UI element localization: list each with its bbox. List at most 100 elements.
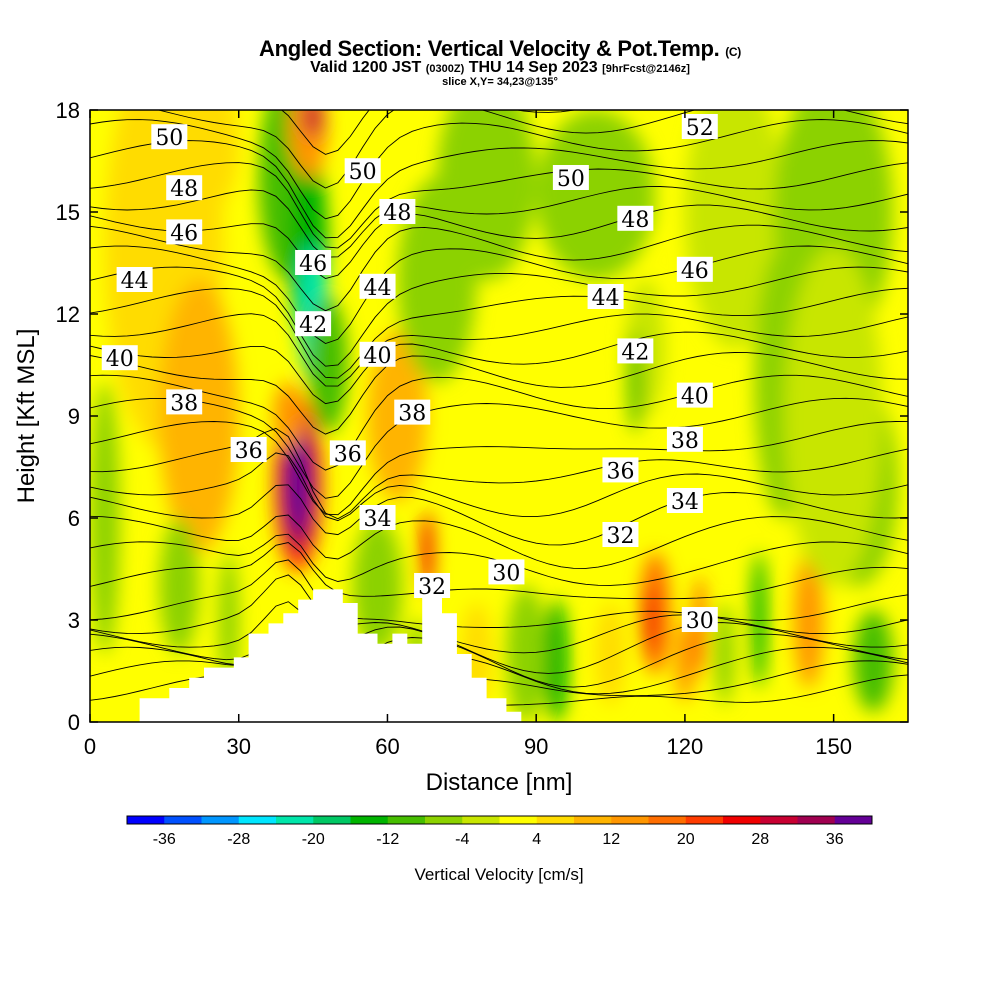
contour-label-bg (681, 607, 718, 632)
colorbar-frame (126, 815, 873, 825)
contour-label-text: 52 (686, 116, 714, 141)
velocity-cell (159, 280, 239, 552)
valid-date: THU 14 Sep 2023 (468, 59, 598, 76)
contour-label-bg (359, 341, 396, 367)
contour-label-text: 36 (235, 439, 263, 464)
contour-label: 46 (166, 219, 203, 246)
theta-contour-line (90, 331, 908, 405)
x-tick-label: 90 (524, 734, 548, 759)
contour-label-text: 34 (364, 507, 392, 532)
y-tick-label: 15 (56, 200, 80, 225)
chart-title-tag: (C) (725, 45, 741, 59)
contour-label: 30 (681, 607, 718, 634)
theta-contour-line (90, 559, 908, 628)
contour-label-bg (359, 273, 396, 299)
colorbar-swatch (425, 816, 463, 824)
contour-label-bg (101, 345, 138, 371)
colorbar-swatch (499, 816, 538, 824)
x-tick-label: 30 (226, 734, 250, 759)
contour-label: 34 (359, 505, 396, 532)
contour-label: 44 (587, 284, 624, 311)
contour-label-bg (166, 175, 203, 201)
velocity-cell (421, 511, 434, 593)
theta-contour-line (90, 514, 908, 569)
contour-labels: 50 50 50 52 48 48 48 46 46 46 44 44 44 42 42 40 40 40 38 38… (101, 114, 718, 634)
y-tick-label: 0 (68, 710, 80, 735)
colorbar-swatch (313, 816, 351, 824)
contour-label: 36 (230, 437, 267, 464)
colorbar-swatch (387, 816, 426, 824)
contour-label: 40 (359, 341, 396, 369)
colorbar-swatch (611, 816, 649, 824)
colorbar-swatch (238, 816, 277, 824)
colorbar-swatch (760, 816, 798, 824)
theta-contours (90, 110, 908, 722)
colorbar-tick-label: -36 (153, 831, 176, 848)
contour-label-text: 32 (606, 524, 634, 549)
velocity-cell (595, 603, 626, 705)
colorbar-swatch (648, 816, 687, 824)
contour-label: 46 (676, 256, 713, 284)
contour-label: 30 (488, 559, 525, 586)
velocity-cell (273, 382, 304, 450)
contour-label-bg (414, 573, 451, 598)
velocity-cell (684, 110, 785, 348)
theta-contour-line (90, 397, 908, 499)
theta-contour-line (90, 140, 908, 239)
contour-label: 38 (666, 426, 703, 454)
colorbar-swatch (574, 816, 612, 824)
theta-contour-line (90, 646, 908, 709)
colorbar: -36 -28 -20 -12 -4 4 12 20 28 36 (126, 815, 873, 848)
colorbar-swatch (797, 816, 836, 824)
colorbar-swatch (834, 816, 873, 824)
contour-label: 36 (602, 457, 639, 484)
y-tick-label: 3 (68, 608, 80, 633)
contour-label-bg (587, 284, 624, 309)
velocity-cell (784, 246, 884, 586)
contour-label: 42 (295, 311, 332, 338)
colorbar-tick-label: -20 (302, 831, 325, 848)
contour-label: 38 (166, 389, 203, 416)
contour-label-bg (230, 437, 267, 462)
colorbar-tick-label: 28 (751, 831, 769, 848)
contour-label: 50 (552, 165, 589, 192)
contour-label: 44 (359, 273, 396, 301)
velocity-cell (506, 586, 547, 722)
theta-contour-line (156, 110, 908, 189)
contour-label-text: 46 (681, 259, 709, 284)
contour-label: 46 (295, 250, 332, 277)
contour-label: 32 (414, 573, 451, 600)
contour-label-bg (394, 399, 431, 425)
contour-label-text: 50 (557, 167, 585, 192)
theta-contour-line (90, 224, 908, 312)
theta-contour-line (90, 352, 908, 435)
contour-label-text: 46 (299, 252, 327, 277)
contour-label-text: 50 (349, 160, 377, 185)
x-tick-label: 0 (84, 734, 96, 759)
theta-contour-line (90, 245, 908, 344)
contour-label-text: 48 (621, 208, 649, 233)
contour-label-bg (295, 311, 332, 337)
contour-label-bg (166, 389, 203, 415)
contour-label-bg (602, 457, 639, 483)
colorbar-swatch (201, 816, 240, 824)
contour-label-bg (379, 199, 416, 224)
colorbar-tick-label: 36 (826, 831, 844, 848)
contour-label: 50 (344, 158, 381, 185)
x-axis-label: Distance [nm] (426, 769, 573, 796)
contour-label: 44 (116, 267, 153, 294)
contour-label: 34 (666, 488, 703, 515)
contour-label-text: 36 (334, 442, 362, 467)
contour-label-text: 30 (686, 609, 714, 634)
colorbar-swatch (164, 816, 202, 824)
y-tick-label: 18 (56, 98, 80, 123)
contour-label: 48 (166, 175, 203, 202)
contour-label-text: 48 (170, 177, 198, 202)
contour-label-bg (617, 338, 654, 364)
contour-label-bg (359, 505, 396, 530)
theta-contour-line (90, 427, 908, 520)
y-tick-label: 12 (56, 302, 80, 327)
colorbar-swatch (536, 816, 575, 824)
theta-contour-line (90, 119, 908, 220)
